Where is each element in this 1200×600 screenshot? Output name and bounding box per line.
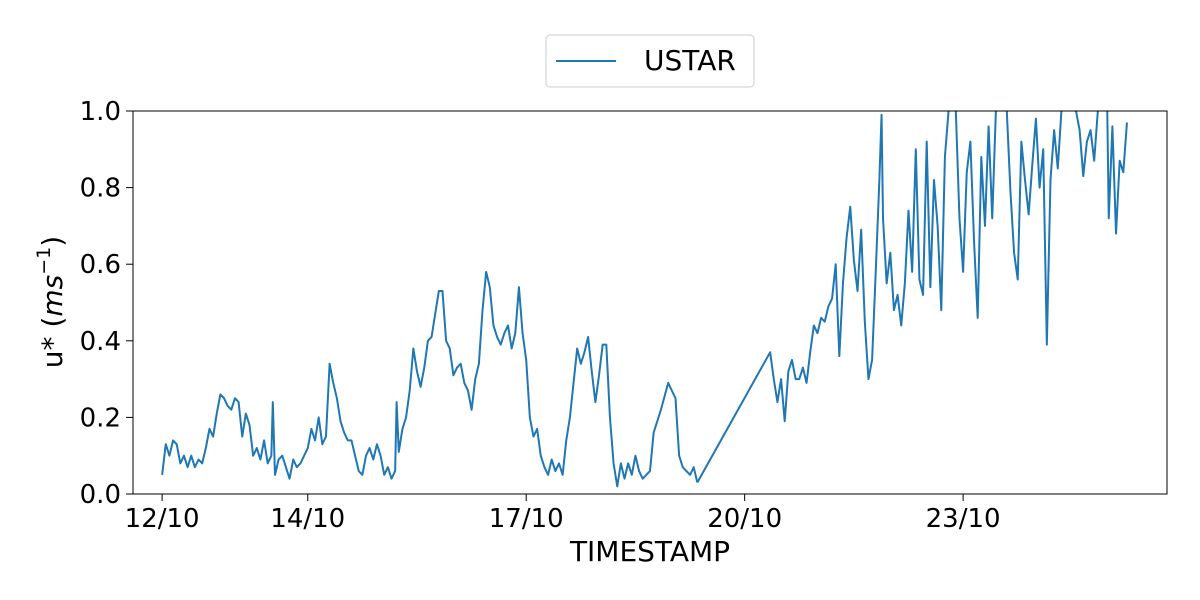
series-group	[161, 111, 1128, 488]
y-tick-label: 0.2	[80, 403, 121, 433]
legend-frame	[545, 34, 755, 88]
y-tick-label: 0.4	[80, 327, 121, 357]
x-tick-label: 14/10	[270, 504, 345, 534]
plot-area	[132, 110, 1168, 495]
y-tick-label: 0.6	[80, 250, 121, 280]
x-axis: 12/10 14/10 17/10 20/10 23/10	[125, 494, 1001, 534]
y-tick-label: 1.0	[80, 97, 121, 127]
plot-frame	[132, 110, 1168, 495]
y-axis: 0.0 0.2 0.4 0.6 0.8 1.0	[80, 97, 133, 510]
series-line-ustar-segment	[954, 111, 997, 319]
series-line-ustar-segment	[161, 270, 699, 488]
series-line-ustar-segment	[1106, 111, 1128, 235]
y-axis-title: u* (ms−1)	[33, 236, 69, 368]
y-tick-label: 0.0	[80, 480, 121, 510]
legend: USTAR	[545, 34, 755, 88]
x-tick-label: 12/10	[125, 504, 200, 534]
x-tick-label: 17/10	[489, 504, 564, 534]
x-tick-label: 20/10	[707, 504, 782, 534]
x-tick-label: 23/10	[926, 504, 1001, 534]
series-line-ustar-segment	[696, 111, 950, 483]
series-line-ustar-segment	[1005, 111, 1063, 346]
x-axis-title: TIMESTAMP	[569, 535, 730, 568]
y-tick-label: 0.8	[80, 174, 121, 204]
legend-label-ustar: USTAR	[644, 44, 736, 77]
series-line-ustar-segment	[1074, 111, 1099, 178]
